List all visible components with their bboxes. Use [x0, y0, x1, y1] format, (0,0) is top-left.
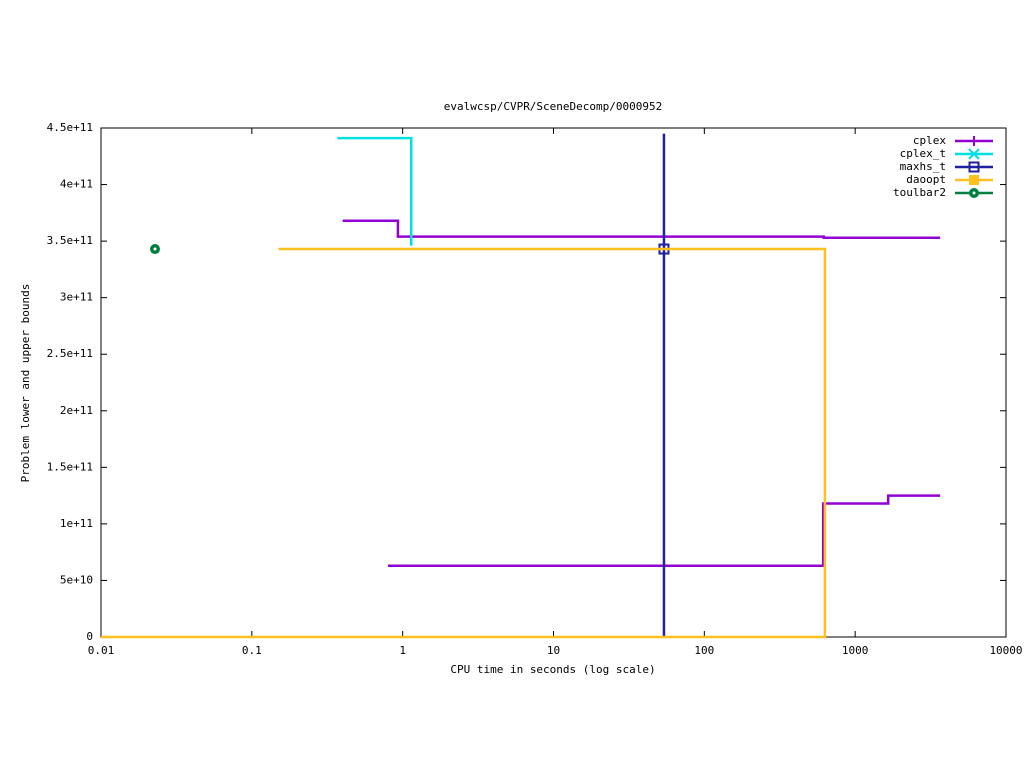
- plot-border: [100, 127, 1007, 638]
- legend-label: daoopt: [906, 173, 946, 186]
- x-tick-label: 10: [547, 644, 560, 657]
- y-tick-label: 1e+11: [60, 517, 93, 530]
- legend-label: cplex: [913, 134, 946, 147]
- legend-label: cplex_t: [900, 147, 946, 160]
- series-line: [101, 247, 827, 639]
- y-tick-label: 2.5e+11: [47, 347, 93, 360]
- marker-dot: [972, 191, 976, 195]
- x-tick-label: 100: [694, 644, 714, 657]
- y-tick-label: 1.5e+11: [47, 460, 93, 473]
- marker-dot: [153, 247, 157, 251]
- legend-marker: [969, 136, 979, 146]
- x-tick-label: 10000: [989, 644, 1022, 657]
- y-tick-label: 5e+10: [60, 573, 93, 586]
- y-tick-label: 2e+11: [60, 404, 93, 417]
- y-tick-label: 4e+11: [60, 178, 93, 191]
- series-line: [342, 219, 941, 567]
- legend-label: maxhs_t: [900, 160, 946, 173]
- chart-title: evalwcsp/CVPR/SceneDecomp/0000952: [444, 100, 663, 113]
- y-axis-label: Problem lower and upper bounds: [19, 284, 32, 483]
- x-tick-label: 0.1: [242, 644, 262, 657]
- y-tick-label: 3.5e+11: [47, 234, 93, 247]
- legend-marker: [968, 161, 980, 173]
- x-tick-label: 0.01: [88, 644, 115, 657]
- x-tick-label: 1000: [842, 644, 869, 657]
- y-tick-label: 0: [86, 630, 93, 643]
- x-tick-label: 1: [399, 644, 406, 657]
- legend-marker: [969, 175, 979, 185]
- series-line: [337, 136, 413, 246]
- x-axis-label: CPU time in seconds (log scale): [450, 663, 655, 676]
- y-tick-label: 3e+11: [60, 291, 93, 304]
- legend-marker: [968, 148, 980, 160]
- legend-label: toulbar2: [893, 186, 946, 199]
- y-tick-label: 4.5e+11: [47, 121, 93, 134]
